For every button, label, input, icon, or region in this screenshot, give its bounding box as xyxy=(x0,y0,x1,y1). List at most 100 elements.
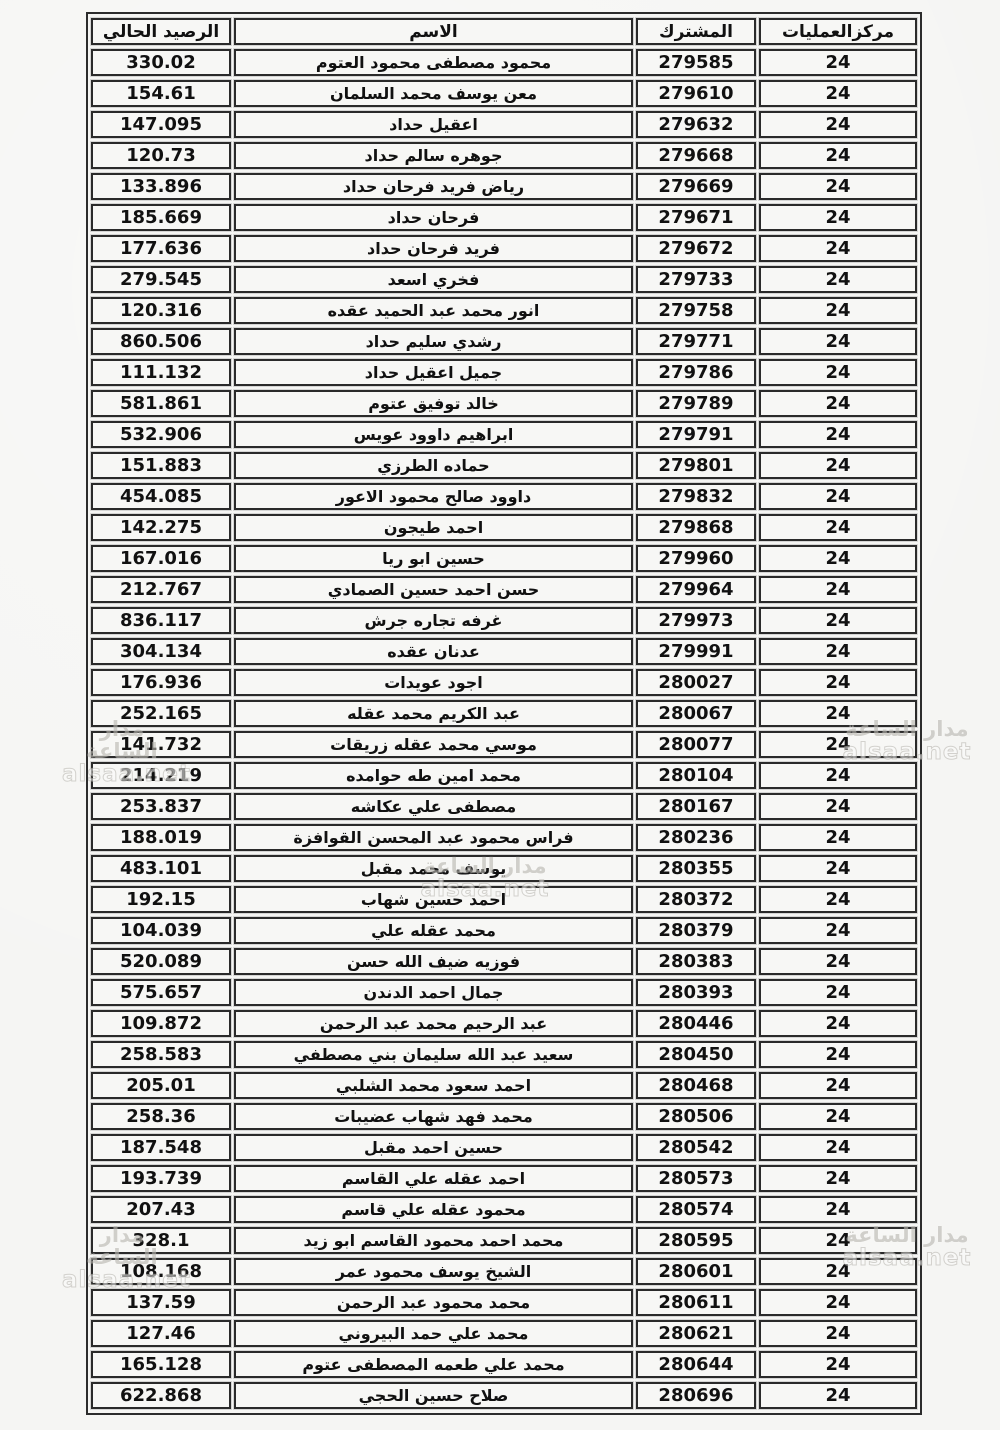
subscriber-name-cell: فخري اسعد xyxy=(234,266,633,293)
subscriber-number-cell: 280379 xyxy=(636,917,756,944)
operations-center-cell: 24 xyxy=(759,1165,917,1192)
table-row: 24 280595 محمد احمد محمود القاسم ابو زيد 32… xyxy=(91,1227,917,1254)
current-balance-cell: 622.868 xyxy=(91,1382,231,1409)
subscriber-number-cell: 279758 xyxy=(636,297,756,324)
subscriber-number-cell: 280450 xyxy=(636,1041,756,1068)
table-row: 24 279672 فريد فرحان حداد 177.636 xyxy=(91,235,917,262)
current-balance-cell: 109.872 xyxy=(91,1010,231,1037)
operations-center-cell: 24 xyxy=(759,359,917,386)
current-balance-cell: 127.46 xyxy=(91,1320,231,1347)
operations-center-cell: 24 xyxy=(759,607,917,634)
table-row: 24 279668 جوهره سالم حداد 120.73 xyxy=(91,142,917,169)
subscriber-name-cell: محمود عقله علي قاسم xyxy=(234,1196,633,1223)
subscriber-number-cell: 280077 xyxy=(636,731,756,758)
current-balance-cell: 532.906 xyxy=(91,421,231,448)
table-row: 24 280027 اجود عويدات 176.936 xyxy=(91,669,917,696)
subscriber-name-cell: داوود صالح محمود الاعور xyxy=(234,483,633,510)
subscriber-name-cell: محمد علي حمد البيروني xyxy=(234,1320,633,1347)
operations-center-cell: 24 xyxy=(759,204,917,231)
table-row: 24 280506 محمد فهد شهاب عضيبات 258.36 xyxy=(91,1103,917,1130)
subscriber-name-cell: حسين ابو ريا xyxy=(234,545,633,572)
operations-center-cell: 24 xyxy=(759,483,917,510)
subscriber-name-cell: محمد عقله علي xyxy=(234,917,633,944)
subscriber-name-cell: احمد عقله علي القاسم xyxy=(234,1165,633,1192)
current-balance-cell: 165.128 xyxy=(91,1351,231,1378)
subscriber-name-cell: فريد فرحان حداد xyxy=(234,235,633,262)
table-row: 24 279758 انور محمد عبد الحميد عقده 120.316 xyxy=(91,297,917,324)
subscriber-number-cell: 280611 xyxy=(636,1289,756,1316)
table-row: 24 280383 فوزيه ضيف الله حسن 520.089 xyxy=(91,948,917,975)
subscriber-name-cell: احمد سعود محمد الشلبي xyxy=(234,1072,633,1099)
current-balance-cell: 214.219 xyxy=(91,762,231,789)
current-balance-cell: 154.61 xyxy=(91,80,231,107)
current-balance-cell: 185.669 xyxy=(91,204,231,231)
current-balance-cell: 454.085 xyxy=(91,483,231,510)
current-balance-cell: 108.168 xyxy=(91,1258,231,1285)
operations-center-cell: 24 xyxy=(759,111,917,138)
subscriber-number-cell: 279672 xyxy=(636,235,756,262)
subscriber-number-cell: 280468 xyxy=(636,1072,756,1099)
operations-center-cell: 24 xyxy=(759,576,917,603)
current-balance-cell: 141.732 xyxy=(91,731,231,758)
current-balance-cell: 279.545 xyxy=(91,266,231,293)
table-row: 24 280077 موسي محمد عقله زريقات 141.732 xyxy=(91,731,917,758)
operations-center-cell: 24 xyxy=(759,49,917,76)
subscriber-name-cell: احمد طيجون xyxy=(234,514,633,541)
table-header: مركزالعمليات المشترك الاسم الرصيد الحالي xyxy=(91,18,917,45)
subscriber-number-cell: 280601 xyxy=(636,1258,756,1285)
table-row: 24 280450 سعيد عبد الله سليمان بني مصطفي 25… xyxy=(91,1041,917,1068)
current-balance-cell: 330.02 xyxy=(91,49,231,76)
subscriber-number-cell: 280573 xyxy=(636,1165,756,1192)
subscriber-number-cell: 280644 xyxy=(636,1351,756,1378)
current-balance-cell: 252.165 xyxy=(91,700,231,727)
subscriber-number-cell: 279632 xyxy=(636,111,756,138)
operations-center-cell: 24 xyxy=(759,266,917,293)
table-row: 24 279669 رياض فريد فرحان حداد 133.896 xyxy=(91,173,917,200)
table-row: 24 280104 محمد امين طه حوامده 214.219 xyxy=(91,762,917,789)
table-row: 24 279789 خالد توفيق عتوم 581.861 xyxy=(91,390,917,417)
subscriber-name-cell: حسن احمد حسين الصمادي xyxy=(234,576,633,603)
table-row: 24 280468 احمد سعود محمد الشلبي 205.01 xyxy=(91,1072,917,1099)
subscriber-number-cell: 279964 xyxy=(636,576,756,603)
table-row: 24 280696 صلاح حسين الحجي 622.868 xyxy=(91,1382,917,1409)
table-row: 24 279973 غرفه تجاره جرش 836.117 xyxy=(91,607,917,634)
subscriber-name-cell: فوزيه ضيف الله حسن xyxy=(234,948,633,975)
subscriber-name-cell: سعيد عبد الله سليمان بني مصطفي xyxy=(234,1041,633,1068)
operations-center-cell: 24 xyxy=(759,948,917,975)
subscriber-name-cell: عبد الرحيم محمد عبد الرحمن xyxy=(234,1010,633,1037)
subscribers-balance-table: مركزالعمليات المشترك الاسم الرصيد الحالي… xyxy=(86,12,922,1415)
table-row: 24 279832 داوود صالح محمود الاعور 454.085 xyxy=(91,483,917,510)
table-body: 24 279585 محمود مصطفى محمود العتوم 330.02 24… xyxy=(91,49,917,1409)
subscriber-number-cell: 280383 xyxy=(636,948,756,975)
subscriber-number-cell: 280696 xyxy=(636,1382,756,1409)
subscriber-name-cell: محمود مصطفى محمود العتوم xyxy=(234,49,633,76)
operations-center-cell: 24 xyxy=(759,514,917,541)
subscriber-name-cell: مصطفى علي عكاشه xyxy=(234,793,633,820)
operations-center-cell: 24 xyxy=(759,1134,917,1161)
operations-center-cell: 24 xyxy=(759,824,917,851)
operations-center-cell: 24 xyxy=(759,328,917,355)
table-row: 24 280573 احمد عقله علي القاسم 193.739 xyxy=(91,1165,917,1192)
subscriber-number-cell: 280104 xyxy=(636,762,756,789)
operations-center-cell: 24 xyxy=(759,979,917,1006)
operations-center-cell: 24 xyxy=(759,421,917,448)
current-balance-cell: 188.019 xyxy=(91,824,231,851)
col-header-subscriber: المشترك xyxy=(636,18,756,45)
table-row: 24 279610 معن يوسف محمد السلمان 154.61 xyxy=(91,80,917,107)
current-balance-cell: 205.01 xyxy=(91,1072,231,1099)
col-header-name: الاسم xyxy=(234,18,633,45)
subscriber-number-cell: 280236 xyxy=(636,824,756,851)
subscriber-name-cell: جوهره سالم حداد xyxy=(234,142,633,169)
operations-center-cell: 24 xyxy=(759,731,917,758)
table-row: 24 280542 حسين احمد مقبل 187.548 xyxy=(91,1134,917,1161)
subscriber-name-cell: يوسف محمد مقبل xyxy=(234,855,633,882)
subscriber-name-cell: جميل اعقيل حداد xyxy=(234,359,633,386)
subscriber-name-cell: ابراهيم داوود عويس xyxy=(234,421,633,448)
current-balance-cell: 167.016 xyxy=(91,545,231,572)
col-header-operations-center: مركزالعمليات xyxy=(759,18,917,45)
current-balance-cell: 193.739 xyxy=(91,1165,231,1192)
table-row: 24 279632 اعقيل حداد 147.095 xyxy=(91,111,917,138)
table-row: 24 280574 محمود عقله علي قاسم 207.43 xyxy=(91,1196,917,1223)
table-row: 24 279786 جميل اعقيل حداد 111.132 xyxy=(91,359,917,386)
